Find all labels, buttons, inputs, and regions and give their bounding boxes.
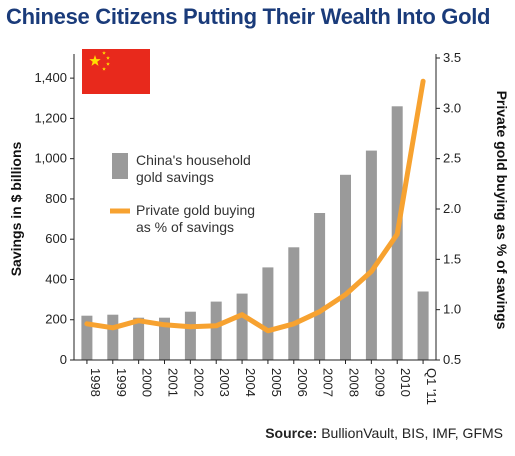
x-tick-label: 2005	[269, 368, 284, 397]
legend-label-bars: China's household	[136, 152, 251, 168]
y-axis-title: Savings in $ billions	[8, 141, 24, 276]
legend-bar-swatch	[112, 153, 128, 179]
source-text: BullionVault, BIS, IMF, GFMS	[321, 425, 503, 441]
x-tick-label: 1998	[88, 368, 103, 397]
y-tick-label: 600	[45, 231, 67, 246]
y2-tick-label: 2.5	[443, 151, 461, 166]
source-label: Source:	[265, 425, 318, 441]
y-tick-label: 1,400	[34, 70, 67, 85]
bar	[262, 267, 274, 360]
y2-tick-label: 2.0	[443, 201, 461, 216]
bar	[288, 247, 300, 360]
legend-label-line: as % of savings	[136, 219, 234, 235]
bar	[133, 317, 145, 360]
y2-tick-label: 3.0	[443, 100, 461, 115]
bar	[340, 174, 351, 360]
flag-small-star	[106, 62, 110, 66]
x-tick-label: 2009	[372, 368, 387, 397]
legend-label-line: Private gold buying	[136, 202, 255, 218]
x-tick-label: 2004	[243, 368, 258, 397]
bar	[365, 150, 377, 360]
y2-tick-label: 1.5	[443, 251, 461, 266]
flag-small-star	[102, 51, 106, 55]
bar	[210, 301, 222, 360]
x-tick-label: 2008	[347, 368, 362, 397]
bar	[107, 314, 119, 360]
china-flag-icon	[82, 49, 150, 94]
y2-tick-label: 1.0	[443, 302, 461, 317]
y-tick-label: 400	[45, 271, 67, 286]
y-tick-label: 800	[45, 191, 67, 206]
y2-axis-title: Private gold buying as % of savings	[494, 91, 510, 330]
flag-field	[82, 49, 150, 94]
bar	[81, 315, 93, 360]
source-note: Source: BullionVault, BIS, IMF, GFMS	[265, 425, 503, 441]
series-line	[84, 78, 426, 334]
flag-small-star	[106, 56, 110, 60]
bar	[184, 311, 196, 360]
y-tick-label: 1,000	[34, 151, 67, 166]
bar	[417, 291, 429, 360]
y-tick-label: 0	[60, 352, 67, 367]
legend-label-bars: gold savings	[136, 169, 214, 185]
y-tick-label: 1,200	[34, 110, 67, 125]
chart-title: Chinese Citizens Putting Their Wealth In…	[6, 4, 491, 29]
y-tick-label: 200	[45, 312, 67, 327]
flag-large-star	[89, 55, 101, 66]
x-tick-label: 2000	[140, 368, 155, 397]
y2-tick-label: 3.5	[443, 50, 461, 65]
bar	[236, 293, 248, 360]
x-tick-label: 2006	[295, 368, 310, 397]
flag-small-star	[102, 67, 106, 71]
x-tick-label: 2002	[191, 368, 206, 397]
x-tick-label: 2001	[166, 368, 181, 397]
bar	[159, 317, 170, 360]
x-tick-label: 2010	[398, 368, 413, 397]
x-tick-label: 2003	[217, 368, 232, 397]
x-tick-label: 2007	[321, 368, 336, 397]
x-tick-label: 1999	[114, 368, 129, 397]
y2-tick-label: 0.5	[443, 352, 461, 367]
bar	[314, 213, 326, 360]
x-tick-label: Q1 '11	[424, 368, 439, 405]
